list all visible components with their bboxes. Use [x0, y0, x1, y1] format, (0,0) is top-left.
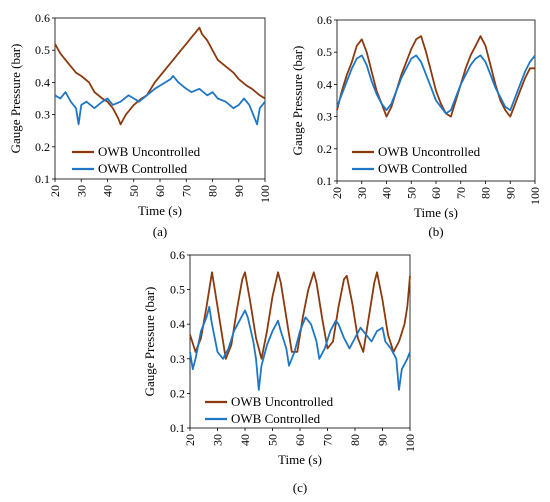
y-axis-label: Gauge Pressure (bar) — [290, 46, 305, 156]
x-tick-label: 60 — [429, 187, 443, 199]
legend-entry: OWB Controlled — [98, 161, 188, 176]
y-tick-label: 0.5 — [317, 45, 332, 59]
y-tick-label: 0.1 — [35, 172, 50, 186]
x-tick-label: 20 — [183, 434, 197, 446]
x-tick-label: 90 — [376, 434, 390, 446]
y-tick-label: 0.2 — [170, 386, 185, 400]
x-axis-label: Time (s) — [414, 205, 458, 220]
y-axis-label: Gauge Pressure (bar) — [142, 287, 157, 397]
series-line-owb-controlled — [189, 306, 411, 391]
legend-entry: OWB Controlled — [231, 411, 321, 426]
y-tick-label: 0.4 — [317, 77, 332, 91]
chart-panel-1: 0.1 0.2 0.3 0.4 0.5 0.6 20 30 40 50 60 70 80 90 100 Tim… — [290, 13, 542, 239]
x-tick-label: 90 — [503, 187, 517, 199]
y-axis-label: Gauge Pressure (bar) — [8, 44, 23, 154]
legend-entry: OWB Uncontrolled — [98, 144, 201, 159]
panel-label: (c) — [293, 480, 307, 495]
series-line-owb-uncontrolled — [189, 271, 411, 360]
y-tick-label: 0.5 — [35, 43, 50, 57]
legend-entry: OWB Controlled — [378, 161, 468, 176]
y-tick-label: 0.1 — [317, 174, 332, 188]
series-line-owb-uncontrolled — [54, 26, 266, 126]
y-tick-label: 0.4 — [35, 75, 50, 89]
chart-panel-2: 0.1 0.2 0.3 0.4 0.5 0.6 20 30 40 50 60 70 80 90 100 Tim… — [142, 248, 417, 495]
x-tick-label: 60 — [293, 434, 307, 446]
x-tick-label: 20 — [48, 185, 62, 197]
y-tick-label: 0.1 — [170, 421, 185, 435]
x-tick-label: 100 — [528, 187, 542, 205]
x-tick-label: 80 — [479, 187, 493, 199]
x-tick-label: 20 — [330, 187, 344, 199]
x-tick-label: 80 — [348, 434, 362, 446]
x-tick-label: 30 — [355, 187, 369, 199]
x-tick-label: 100 — [258, 185, 272, 203]
series-line-owb-controlled — [54, 75, 266, 126]
x-tick-label: 90 — [232, 185, 246, 197]
y-tick-label: 0.2 — [317, 142, 332, 156]
legend-entry: OWB Uncontrolled — [231, 394, 334, 409]
y-tick-label: 0.4 — [170, 317, 185, 331]
x-tick-label: 40 — [238, 434, 252, 446]
x-tick-label: 50 — [404, 187, 418, 199]
y-tick-label: 0.6 — [35, 11, 50, 25]
x-tick-label: 50 — [127, 185, 141, 197]
x-tick-label: 30 — [211, 434, 225, 446]
x-tick-label: 70 — [454, 187, 468, 199]
x-tick-label: 80 — [206, 185, 220, 197]
y-tick-label: 0.2 — [35, 140, 50, 154]
x-tick-label: 30 — [74, 185, 88, 197]
y-tick-label: 0.6 — [317, 13, 332, 27]
x-tick-label: 50 — [266, 434, 280, 446]
series-line-owb-controlled — [336, 54, 536, 115]
x-axis-label: Time (s) — [138, 203, 182, 218]
y-tick-label: 0.6 — [170, 248, 185, 262]
x-tick-label: 70 — [321, 434, 335, 446]
x-tick-label: 40 — [101, 185, 115, 197]
x-tick-label: 40 — [380, 187, 394, 199]
x-tick-label: 70 — [179, 185, 193, 197]
x-tick-label: 100 — [403, 434, 417, 452]
y-tick-label: 0.3 — [317, 110, 332, 124]
panel-label: (b) — [428, 224, 443, 239]
series-line-owb-uncontrolled — [336, 35, 535, 118]
y-tick-label: 0.3 — [170, 352, 185, 366]
x-axis-label: Time (s) — [278, 452, 322, 467]
x-tick-label: 60 — [153, 185, 167, 197]
y-tick-label: 0.5 — [170, 283, 185, 297]
legend-entry: OWB Uncontrolled — [378, 144, 481, 159]
y-tick-label: 0.3 — [35, 108, 50, 122]
chart-panel-0: 0.1 0.2 0.3 0.4 0.5 0.6 20 30 40 50 60 70 80 90 100 Tim… — [8, 11, 272, 239]
panel-label: (a) — [153, 224, 167, 239]
